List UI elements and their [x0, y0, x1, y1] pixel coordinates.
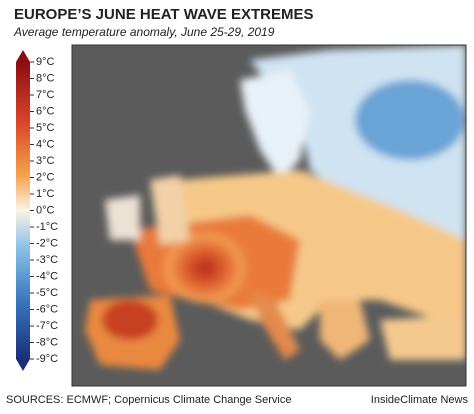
legend-label: -3°C [36, 254, 58, 266]
legend-arrow-up [16, 50, 30, 62]
legend-label: 0°C [36, 204, 55, 216]
legend-label: 9°C [36, 56, 55, 68]
map [72, 45, 466, 386]
legend-label: -7°C [36, 320, 58, 332]
legend-label: -2°C [36, 237, 58, 249]
legend-label: 3°C [36, 155, 55, 167]
sources: SOURCES: ECMWF; Copernicus Climate Chang… [6, 394, 291, 406]
legend-label: 2°C [36, 171, 55, 183]
legend-label: -6°C [36, 303, 58, 315]
map-frame [71, 44, 467, 387]
legend-label: -8°C [36, 336, 58, 348]
color-legend: 9°C 8°C 7°C 6°C 5°C 4°C 3°C 2°C 1°C 0°C -1°C -2°C -3… [16, 50, 58, 371]
subtitle: Average temperature anomaly, June 25-29,… [13, 25, 275, 39]
legend-label: 1°C [36, 188, 55, 200]
legend-label: -9°C [36, 353, 58, 365]
legend-label: -1°C [36, 221, 58, 233]
credit: InsideClimate News [371, 394, 469, 406]
legend-label: -5°C [36, 287, 58, 299]
title: EUROPE’S JUNE HEAT WAVE EXTREMES [14, 6, 314, 23]
legend-arrow-down [16, 359, 30, 371]
legend-label: 6°C [36, 105, 55, 117]
legend-label: -4°C [36, 270, 58, 282]
legend-bar [16, 62, 30, 359]
legend-label: 8°C [36, 72, 55, 84]
legend-label: 5°C [36, 122, 55, 134]
legend-label: 7°C [36, 89, 55, 101]
land-anomaly [85, 45, 466, 370]
legend-label: 4°C [36, 138, 55, 150]
